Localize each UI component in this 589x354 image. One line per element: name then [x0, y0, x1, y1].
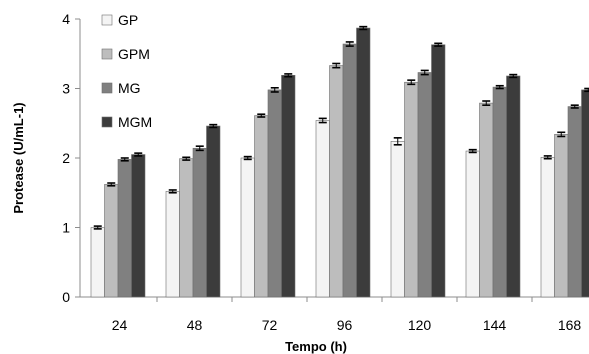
legend-swatch — [101, 48, 113, 60]
bar — [104, 184, 119, 298]
x-tick-label: 48 — [187, 317, 203, 333]
y-axis-title: Protease (U/mL-1) — [11, 102, 26, 213]
x-tick-label: 120 — [408, 317, 432, 333]
bar — [479, 102, 494, 298]
legend-label: MGM — [118, 114, 152, 130]
x-tick-label: 96 — [337, 317, 353, 333]
bar — [267, 89, 282, 298]
bar — [342, 43, 357, 298]
bar — [492, 86, 507, 298]
bar — [431, 44, 446, 298]
bar — [506, 75, 521, 298]
series-gp — [90, 117, 555, 298]
bar — [192, 147, 207, 298]
series-gpm — [104, 62, 569, 298]
y-tick-label: 1 — [62, 220, 70, 236]
y-tick-label: 3 — [62, 81, 70, 97]
x-tick-label: 24 — [112, 317, 128, 333]
bar — [254, 115, 269, 298]
bar — [465, 150, 480, 298]
bar — [131, 154, 146, 298]
x-tick-label: 144 — [483, 317, 507, 333]
y-tick-label: 0 — [62, 289, 70, 305]
legend: GP GPM MG MGM — [101, 12, 152, 130]
bar — [356, 27, 371, 298]
bar — [329, 65, 344, 298]
bar — [417, 72, 432, 298]
bar — [206, 125, 221, 298]
bar — [567, 106, 582, 298]
series-mgm — [131, 25, 589, 298]
legend-swatch — [101, 14, 113, 26]
x-tick-label: 168 — [558, 317, 582, 333]
legend-label: GP — [118, 12, 138, 28]
bar — [117, 159, 132, 298]
bar — [390, 141, 405, 298]
bar — [165, 191, 180, 298]
bar — [315, 120, 330, 298]
bar — [281, 74, 296, 298]
bar — [179, 158, 194, 298]
bar — [581, 89, 589, 298]
bar — [240, 157, 255, 298]
y-tick-label: 4 — [62, 11, 70, 27]
bar — [90, 227, 105, 298]
legend-label: GPM — [118, 46, 150, 62]
legend-label: MG — [118, 80, 141, 96]
bar — [540, 157, 555, 298]
legend-swatch — [101, 116, 113, 128]
y-tick-label: 2 — [62, 150, 70, 166]
legend-swatch — [101, 82, 113, 94]
bar — [404, 81, 419, 298]
x-tick-label: 72 — [262, 317, 278, 333]
plot-area: 0 1 2 3 4 24 48 72 96 120 144 168 — [62, 11, 589, 333]
bar — [554, 134, 569, 298]
x-axis-title: Tempo (h) — [285, 339, 347, 354]
